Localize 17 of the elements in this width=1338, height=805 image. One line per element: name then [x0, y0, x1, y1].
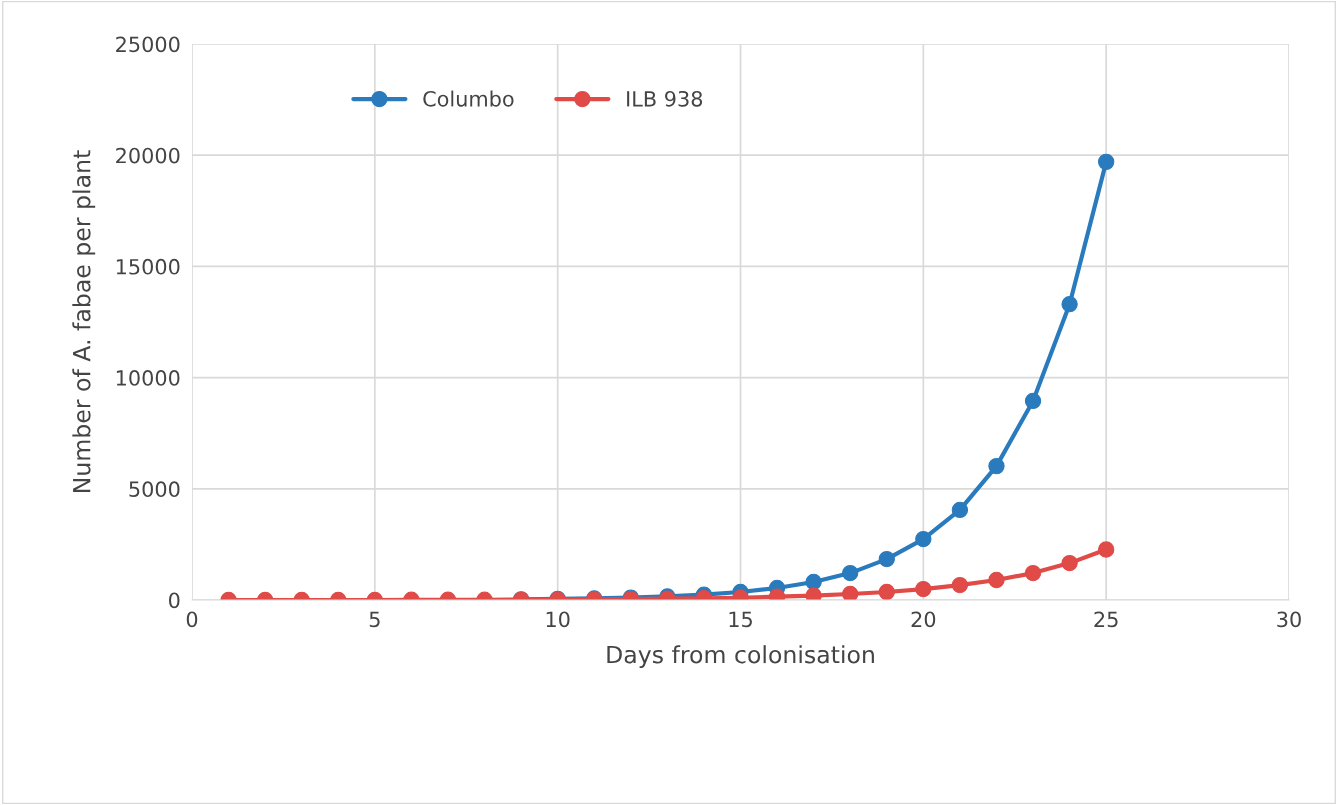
x-tick-label: 20	[911, 611, 936, 628]
y-tick-label: 25000	[116, 36, 180, 53]
x-tick-label: 25	[1094, 611, 1118, 628]
y-tick-label: 5000	[129, 481, 180, 498]
legend-label: ILB 938	[627, 90, 703, 107]
y-axis-title: Number of A. fabae per plant	[72, 150, 96, 492]
x-tick-label: 10	[546, 611, 570, 628]
y-tick-label: 15000	[116, 258, 180, 275]
x-tick-label: 5	[369, 611, 380, 628]
y-tick-label: 10000	[116, 370, 180, 386]
y-tick-label: 0	[169, 592, 180, 609]
x-axis-title: Days from colonisation	[607, 645, 874, 669]
legend-label: Columbo	[423, 90, 514, 107]
x-tick-label: 30	[1277, 611, 1301, 628]
x-tick-label: 0	[186, 611, 198, 628]
y-tick-label: 20000	[116, 147, 180, 164]
x-tick-label: 15	[729, 611, 752, 628]
